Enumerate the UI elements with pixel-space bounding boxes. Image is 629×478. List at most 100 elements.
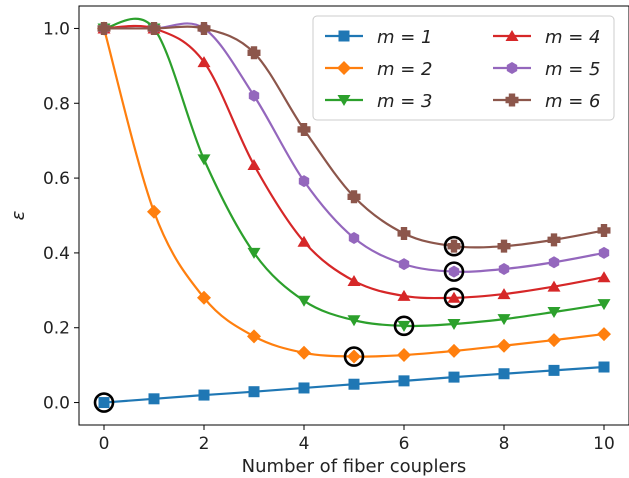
data-point	[347, 349, 361, 364]
data-point	[197, 154, 211, 166]
y-tick-label: 0.6	[43, 169, 70, 189]
data-point	[548, 256, 560, 269]
data-point	[148, 393, 160, 405]
legend-marker	[505, 93, 519, 107]
optimum-marker-circle	[443, 261, 465, 282]
y-axis-title: ε	[8, 210, 29, 220]
legend-entry-1: m = 1	[325, 27, 433, 48]
data-point	[597, 223, 611, 237]
series-2	[97, 21, 611, 364]
data-point	[247, 158, 261, 170]
series-line	[103, 24, 605, 300]
data-point	[447, 239, 461, 253]
x-tick-label: 0	[99, 434, 110, 454]
series-6	[97, 21, 611, 253]
data-point	[247, 247, 261, 259]
data-point	[497, 338, 511, 353]
y-tick-label: 0.4	[43, 244, 70, 264]
data-point	[248, 386, 260, 398]
legend-label: m = 1	[377, 27, 433, 48]
data-point	[147, 21, 161, 35]
y-tick-label: 0.2	[43, 319, 70, 339]
legend-entry-6: m = 6	[493, 91, 601, 112]
data-point	[347, 274, 361, 286]
data-point	[497, 314, 511, 326]
optimum-marker-circle	[393, 315, 415, 337]
legend-label: m = 5	[545, 59, 601, 80]
data-point	[598, 361, 610, 373]
legend-label: m = 3	[377, 91, 433, 112]
series-line	[103, 17, 605, 328]
legend-entry-4: m = 4	[493, 27, 601, 48]
x-tick-label: 10	[593, 434, 615, 454]
series-line	[104, 25, 605, 249]
legend-entry-3: m = 3	[325, 91, 433, 112]
x-tick-label: 2	[199, 434, 210, 454]
axes: 0 2 4 6 8 10 0.0 0.2 0.4 0.6 0.8 1.0	[43, 5, 629, 454]
data-point	[98, 397, 110, 409]
data-point	[547, 233, 561, 247]
data-point	[397, 348, 411, 363]
data-point	[347, 315, 361, 327]
data-point	[198, 389, 210, 401]
data-point	[547, 333, 561, 348]
data-point	[97, 21, 111, 35]
data-point	[197, 290, 211, 305]
y-tick-label: 1.0	[43, 19, 70, 39]
data-point	[297, 295, 311, 307]
data-point	[597, 299, 611, 311]
data-point	[398, 375, 410, 387]
data-point	[397, 320, 411, 332]
data-point	[498, 263, 510, 275]
legend-label: m = 2	[377, 59, 433, 80]
data-point	[547, 307, 561, 319]
data-point	[247, 329, 261, 344]
data-point	[497, 288, 511, 300]
x-tick-label: 8	[499, 434, 510, 454]
x-axis-title: Number of fiber couplers	[242, 456, 467, 477]
y-tick-label: 0.0	[43, 394, 70, 414]
data-point	[297, 345, 311, 360]
data-point	[397, 226, 411, 240]
data-point	[597, 327, 611, 342]
data-point	[447, 343, 461, 358]
legend-label: m = 4	[545, 27, 601, 48]
x-tick-label: 6	[399, 434, 410, 454]
data-point	[398, 258, 410, 271]
data-point	[298, 175, 310, 188]
data-point	[447, 318, 461, 330]
legend: m = 1 m = 2 m = 3 m = 4 m = 5 m = 6	[312, 15, 615, 121]
legend-box	[312, 15, 615, 121]
data-point	[347, 190, 361, 204]
optimum-marker-circle	[443, 235, 465, 257]
data-point	[197, 21, 211, 35]
legend-label: m = 6	[545, 91, 601, 112]
data-point	[147, 204, 161, 219]
series-line	[104, 22, 605, 273]
legend-entry-5: m = 5	[493, 59, 601, 80]
legend-marker	[506, 62, 518, 74]
data-point	[197, 56, 211, 68]
x-tick-label: 4	[299, 434, 310, 454]
optimum-marker-circle	[343, 346, 365, 367]
optimum-marker-circle	[93, 392, 115, 413]
legend-marker	[505, 30, 519, 41]
data-point	[348, 231, 360, 244]
legend-marker	[338, 30, 350, 42]
legend-marker	[337, 95, 351, 106]
data-point	[448, 265, 460, 278]
data-point	[297, 235, 311, 247]
legend-marker	[337, 61, 351, 75]
plot-area	[93, 17, 611, 413]
data-point	[448, 371, 460, 383]
legend-entry-2: m = 2	[325, 59, 433, 80]
data-point	[298, 382, 310, 394]
data-point	[598, 246, 610, 259]
data-point	[297, 122, 311, 136]
data-point	[248, 89, 260, 102]
data-point	[447, 291, 461, 303]
optimum-marker-circle	[443, 287, 465, 309]
data-point	[548, 364, 560, 376]
data-point	[247, 46, 261, 60]
